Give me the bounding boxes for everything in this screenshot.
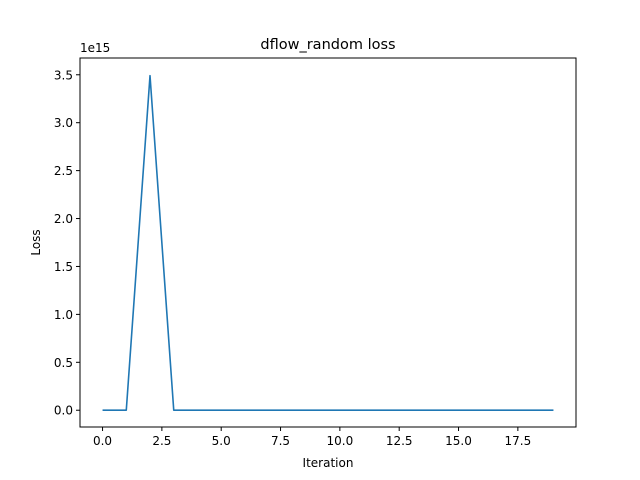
y-axis-label: Loss — [29, 229, 43, 255]
y-tick-label: 3.0 — [54, 116, 73, 130]
y-tick-label: 1.5 — [54, 260, 73, 274]
loss-series-line — [102, 74, 554, 412]
y-tick-label: 0.5 — [54, 356, 73, 370]
x-tick-label: 2.5 — [152, 434, 171, 448]
x-axis-label: Iteration — [303, 456, 354, 470]
x-tick-label: 10.0 — [327, 434, 354, 448]
x-tick-label: 15.0 — [445, 434, 472, 448]
ticks-layer: 0.0 2.5 5.0 7.5 10.0 12.5 15.0 17.5 0.0 0.5 1.0 1.5… — [54, 68, 531, 448]
y-tick-label: 0.0 — [54, 404, 73, 418]
y-tick-label: 3.5 — [54, 68, 73, 82]
x-tick-label: 17.5 — [504, 434, 531, 448]
x-tick-label: 7.5 — [271, 434, 290, 448]
plot-layer — [102, 74, 554, 412]
x-tick-label: 0.0 — [93, 434, 112, 448]
y-tick-label: 2.5 — [54, 164, 73, 178]
y-tick-label: 2.0 — [54, 212, 73, 226]
x-tick-label: 12.5 — [386, 434, 413, 448]
plot-frame — [79, 57, 577, 428]
x-tick-label: 5.0 — [212, 434, 231, 448]
y-offset-label: 1e15 — [80, 41, 110, 55]
chart-title: dflow_random loss — [260, 37, 395, 53]
y-tick-label: 1.0 — [54, 308, 73, 322]
